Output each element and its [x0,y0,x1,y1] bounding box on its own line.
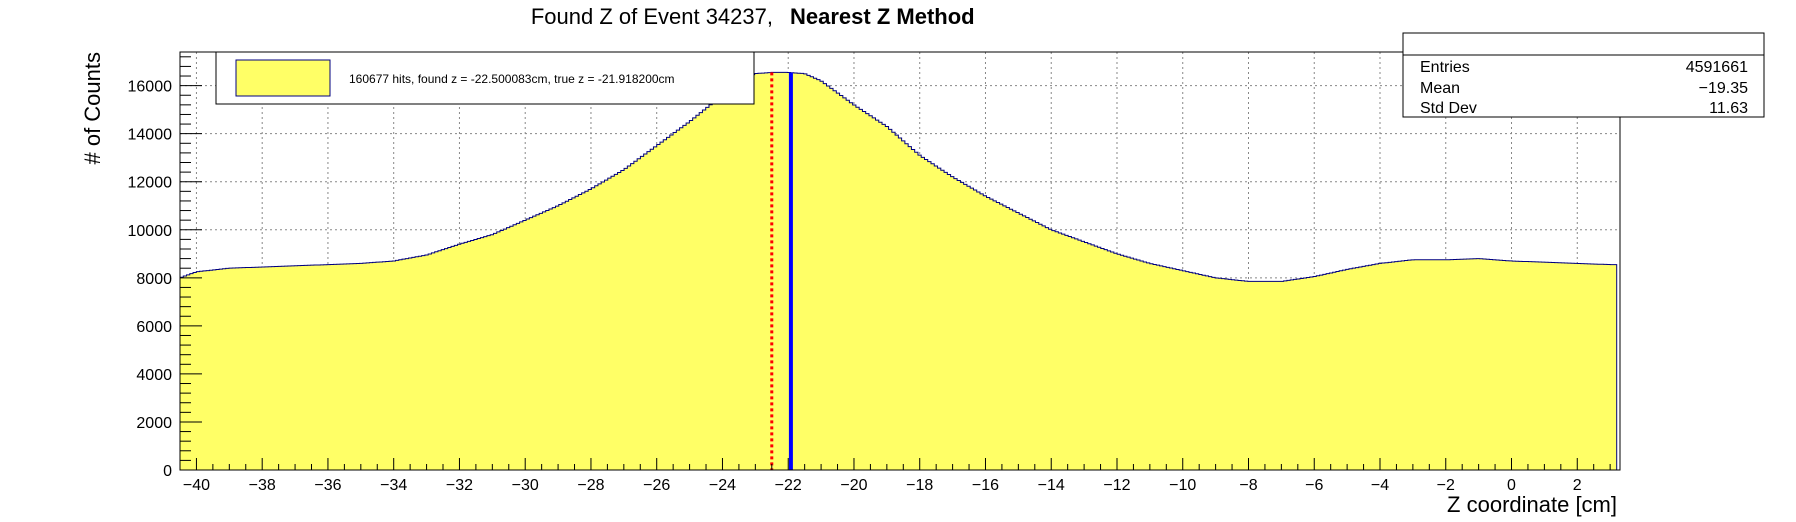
x-tick-label: 0 [1507,477,1516,494]
x-tick-label: −18 [906,477,933,494]
stats-std-label: Std Dev [1420,100,1477,117]
x-tick-label: −6 [1305,477,1323,494]
stats-std-value: 11.63 [1709,100,1748,117]
x-tick-label: −32 [446,477,473,494]
stats-mean-value: −19.35 [1699,80,1748,97]
x-tick-label: −8 [1239,477,1257,494]
y-tick-label: 4000 [136,367,172,384]
plot-frame [179,51,1621,471]
y-tick-label: 2000 [136,415,172,432]
x-tick-label: −20 [840,477,867,494]
x-tick-label: −28 [577,477,604,494]
histogram-bars [179,71,1618,471]
x-tick-label: −30 [512,477,539,494]
stats-frame [1402,32,1765,118]
y-tick-label: 6000 [136,319,172,336]
chart-title: Found Z of Event 34237, [531,4,773,29]
stats-entries-value: 4591661 [1686,59,1748,76]
x-tick-label: −34 [380,477,407,494]
y-tick-label: 0 [163,463,172,480]
x-tick-label: −38 [249,477,276,494]
x-tick-label: −4 [1371,477,1389,494]
legend-entry: 160677 hits, found z = -22.500083cm, tru… [349,72,675,86]
x-tick-label: −40 [183,477,210,494]
x-tick-label: 2 [1573,477,1582,494]
x-tick-label: −10 [1169,477,1196,494]
stats-box: Entries 4591661 Mean −19.35 Std Dev 11.6… [1402,32,1765,118]
y-axis-label: # of Counts [80,52,105,165]
legend: 160677 hits, found z = -22.500083cm, tru… [215,51,755,105]
legend-swatch [235,59,331,97]
y-tick-label: 10000 [128,223,173,240]
markers [770,72,793,470]
x-tick-label: −14 [1038,477,1065,494]
x-tick-label: −2 [1437,477,1455,494]
x-tick-label: −22 [775,477,802,494]
x-tick-label: −12 [1103,477,1130,494]
x-tick-label: −26 [643,477,670,494]
chart-title-method: Nearest Z Method [790,4,975,29]
x-tick-label: −24 [709,477,736,494]
x-tick-label: −16 [972,477,999,494]
y-axis-ticks: 0 2000 4000 6000 8000 10000 12000 14000 16000 [128,56,202,480]
stats-entries-label: Entries [1420,59,1470,76]
y-tick-label: 8000 [136,271,172,288]
y-tick-label: 16000 [128,79,173,96]
y-tick-label: 14000 [128,127,173,144]
x-axis-label: Z coordinate [cm] [1447,492,1617,517]
x-axis-ticks: −40 −38 −36 −34 −32 −30 −28 −26 −24 −22 −20 −18 −16−… [179,458,1611,494]
y-tick-label: 12000 [128,175,173,192]
histogram [179,71,1618,471]
x-tick-label: −36 [314,477,341,494]
stats-mean-label: Mean [1420,80,1460,97]
